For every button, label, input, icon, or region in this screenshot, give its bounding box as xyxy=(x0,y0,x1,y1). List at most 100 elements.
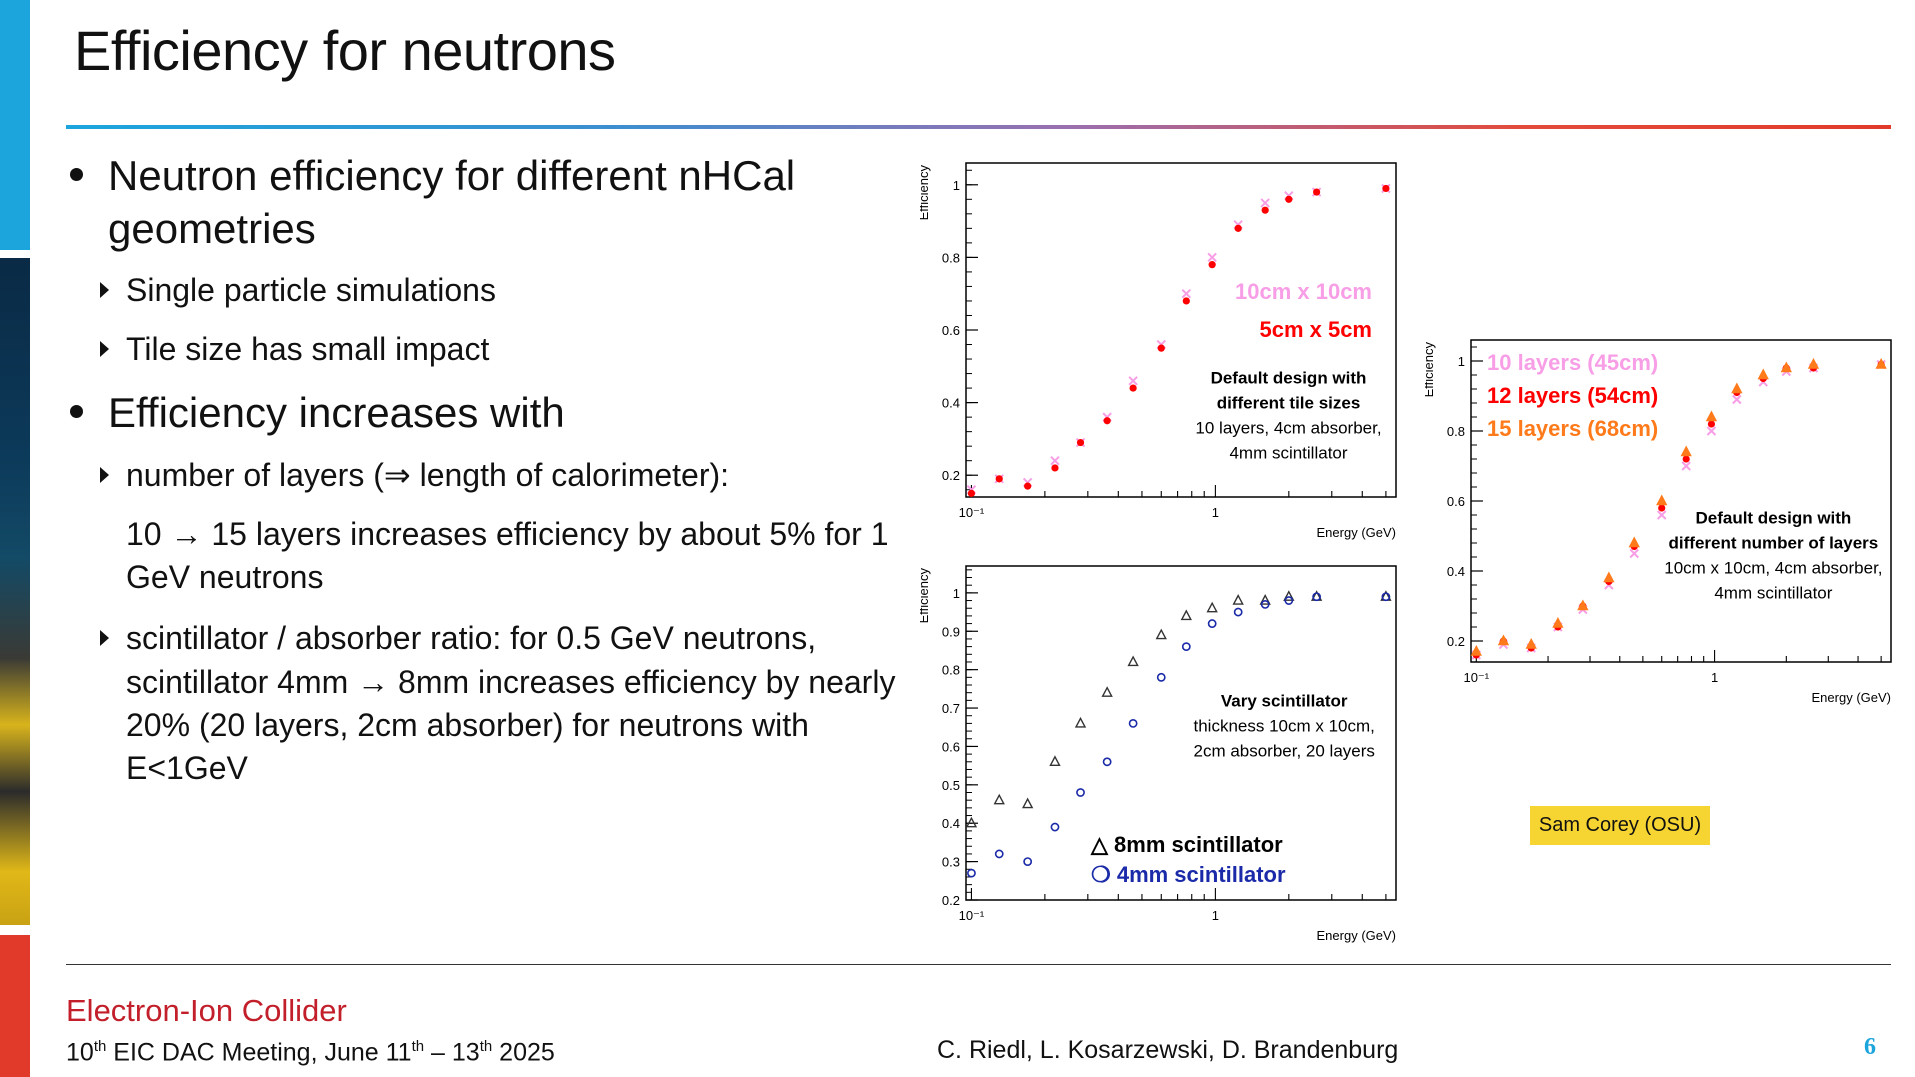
sub-bullet-item: Single particle simulations xyxy=(70,269,910,312)
meeting-sup: th xyxy=(479,1038,493,1055)
sub-bullet-paragraph: 10 → 15 layers increases efficiency by a… xyxy=(126,516,889,596)
data-point xyxy=(1050,455,1060,466)
data-point xyxy=(967,489,976,497)
data-point xyxy=(1074,716,1087,728)
data-point xyxy=(1807,358,1820,369)
data-point xyxy=(1207,619,1217,628)
sub-bullet-text: Single particle simulations xyxy=(126,272,496,308)
footer-authors: C. Riedl, L. Kosarzewski, D. Brandenburg xyxy=(937,1036,1399,1064)
data-point xyxy=(1076,788,1085,797)
chart-tile-size: 0.2 0.4 0.6 0.8 1 10⁻¹ 1 Energy (GeV) Efficiency… xyxy=(920,162,1397,540)
data-point xyxy=(967,868,976,878)
data-point xyxy=(1525,638,1537,649)
data-point xyxy=(1156,672,1166,682)
sub-bullet-text: number of layers (⇒ length of calorimete… xyxy=(126,456,730,493)
bullet-item: Efficiency increases with xyxy=(70,387,910,440)
x-axis-label: Energy (GeV) xyxy=(1317,525,1396,540)
x-tick-label: 1 xyxy=(1711,670,1718,685)
legend-entry: 10 layers (45cm) xyxy=(1487,350,1658,375)
data-point xyxy=(994,849,1004,859)
x-tick-label: 10⁻¹ xyxy=(959,908,985,923)
data-point xyxy=(1181,288,1192,299)
y-tick-label: 0.6 xyxy=(942,739,960,754)
y-tick-label: 0.2 xyxy=(942,893,960,908)
plot-frame xyxy=(965,565,1397,901)
triangle-bullet-icon xyxy=(100,282,109,298)
y-tick-label: 0.8 xyxy=(1447,424,1465,439)
y-tick-label: 0.6 xyxy=(942,323,960,338)
data-point xyxy=(1127,655,1139,667)
data-point xyxy=(1497,634,1510,646)
bullet-list: Neutron efficiency for different nHCal g… xyxy=(70,150,910,806)
annotation-text: 2cm absorber, 20 layers xyxy=(1193,741,1374,760)
annotation-text: Default design with xyxy=(1211,368,1367,387)
data-point xyxy=(1206,601,1218,613)
data-point xyxy=(1284,596,1294,605)
meeting-sup: th xyxy=(93,1038,107,1055)
data-point xyxy=(995,475,1003,483)
side-accent-top xyxy=(0,0,30,250)
data-point xyxy=(1181,642,1191,652)
data-point xyxy=(1656,494,1668,506)
meeting-text: 2025 xyxy=(492,1038,555,1067)
meeting-text: – 13 xyxy=(424,1038,480,1067)
page-number: 6 xyxy=(1864,1034,1876,1060)
title-divider xyxy=(66,125,1891,129)
legend-entry: 15 layers (68cm) xyxy=(1487,416,1658,441)
triangle-bullet-icon xyxy=(100,466,109,483)
x-tick-label: 1 xyxy=(1212,908,1219,923)
data-point xyxy=(1680,445,1692,457)
annotation-text: different number of layers xyxy=(1669,534,1879,553)
y-tick-label: 0.8 xyxy=(942,250,960,265)
sub-bullet-text: Tile size has small impact xyxy=(126,331,490,368)
data-point xyxy=(1076,438,1085,447)
data-point xyxy=(1261,206,1269,214)
bullet-dot-icon xyxy=(70,405,83,419)
data-point xyxy=(1682,455,1690,463)
y-tick-label: 0.3 xyxy=(942,855,960,870)
meeting-text: 10 xyxy=(66,1038,94,1067)
sub-bullet-item: number of layers (⇒ length of calorimete… xyxy=(70,454,910,497)
data-point xyxy=(1312,592,1322,602)
y-tick-label: 0.4 xyxy=(1447,564,1465,579)
data-point xyxy=(1207,252,1217,263)
data-point xyxy=(1285,195,1293,203)
legend-entry: ❍ 4mm scintillator xyxy=(1091,862,1286,887)
y-tick-label: 0.5 xyxy=(942,778,960,793)
bullet-dot-icon xyxy=(70,168,83,181)
data-point xyxy=(1259,594,1271,605)
x-axis-label: Energy (GeV) xyxy=(1812,690,1891,705)
sub-bullet-item: scintillator / absorber ratio: for 0.5 G… xyxy=(70,617,910,790)
data-point xyxy=(1552,617,1564,628)
x-axis-label: Energy (GeV) xyxy=(1317,928,1396,943)
data-point xyxy=(1129,384,1137,392)
data-point xyxy=(1260,198,1270,208)
y-tick-label: 1 xyxy=(953,586,960,601)
legend-entry: 12 layers (54cm) xyxy=(1487,383,1658,408)
y-tick-label: 0.7 xyxy=(942,701,960,716)
data-point xyxy=(1180,609,1192,621)
data-point xyxy=(965,816,978,828)
y-axis-label: Efficiency xyxy=(1425,342,1436,398)
data-point xyxy=(1050,822,1060,832)
data-point xyxy=(1182,297,1190,305)
data-point xyxy=(1577,599,1589,611)
annotation-text: Default design with xyxy=(1695,509,1851,528)
data-point xyxy=(1049,755,1061,766)
y-tick-label: 0.6 xyxy=(1447,494,1465,509)
data-point xyxy=(1128,719,1138,728)
data-point xyxy=(1103,417,1111,425)
legend-entry: △ 8mm scintillator xyxy=(1090,832,1283,857)
x-tick-label: 10⁻¹ xyxy=(959,505,985,520)
y-tick-label: 0.8 xyxy=(942,663,960,678)
sub-bullet-text: scintillator / absorber ratio: for 0.5 G… xyxy=(126,620,896,786)
y-tick-label: 0.4 xyxy=(942,816,960,831)
data-point xyxy=(1470,645,1482,656)
data-point xyxy=(1155,628,1167,640)
slide-title: Efficiency for neutrons xyxy=(74,19,616,82)
y-tick-label: 0.2 xyxy=(942,468,960,483)
data-point xyxy=(1313,188,1321,196)
x-tick-label: 10⁻¹ xyxy=(1463,670,1489,685)
sub-bullet-item: Tile size has small impact xyxy=(70,328,910,371)
data-point xyxy=(1208,261,1216,269)
